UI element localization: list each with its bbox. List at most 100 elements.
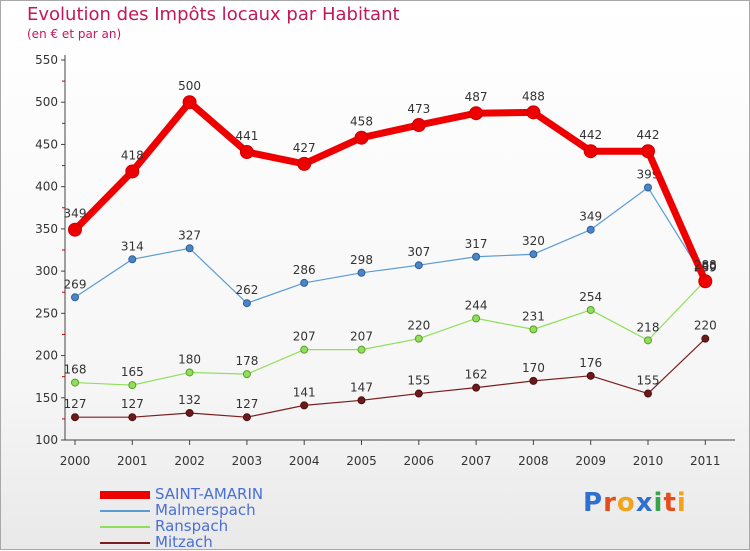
x-tick-label: 2009 — [575, 454, 606, 468]
data-label: 314 — [121, 239, 144, 253]
data-point — [411, 118, 426, 133]
data-point — [357, 396, 366, 405]
x-tick-label: 2006 — [404, 454, 435, 468]
data-label: 320 — [522, 234, 545, 248]
data-point — [185, 244, 194, 253]
legend-swatch — [100, 542, 150, 544]
legend-swatch — [100, 510, 150, 512]
data-label: 349 — [579, 210, 602, 224]
data-label: 127 — [64, 397, 87, 411]
data-point — [529, 325, 538, 334]
data-point — [641, 144, 655, 159]
data-label: 442 — [637, 128, 660, 142]
y-tick-label: 550 — [35, 53, 58, 67]
data-point — [185, 408, 194, 417]
data-label: 298 — [350, 253, 373, 267]
data-label: 155 — [407, 374, 430, 388]
data-label: 442 — [579, 128, 602, 142]
data-label: 147 — [350, 380, 373, 394]
legend-label: Ranspach — [155, 517, 229, 535]
data-point — [300, 345, 309, 354]
data-point — [128, 381, 137, 390]
legend-label: Malmerspach — [155, 501, 256, 519]
data-label: 207 — [350, 330, 373, 344]
data-label: 176 — [579, 356, 602, 370]
y-tick-label: 400 — [35, 180, 58, 194]
x-tick-label: 2000 — [60, 454, 91, 468]
data-point — [354, 130, 369, 145]
x-tick-label: 2008 — [518, 454, 549, 468]
legend-swatch — [100, 491, 150, 499]
data-label: 218 — [637, 320, 660, 334]
x-tick-label: 2004 — [289, 454, 320, 468]
data-point — [586, 225, 595, 234]
data-point — [701, 334, 710, 343]
x-tick-label: 2003 — [232, 454, 263, 468]
data-point — [71, 378, 79, 387]
data-label: 165 — [121, 365, 144, 379]
data-point — [583, 144, 598, 159]
data-label: 127 — [235, 397, 258, 411]
data-label: 231 — [522, 309, 545, 323]
data-label: 127 — [121, 397, 144, 411]
data-point — [414, 261, 423, 270]
legend-label: Mitzach — [155, 533, 213, 551]
data-point — [586, 305, 595, 314]
x-tick-label: 2010 — [633, 454, 664, 468]
data-point — [300, 401, 309, 410]
series-line — [74, 186, 706, 304]
logo-letter: r — [603, 488, 617, 518]
legend-label: SAINT-AMARIN — [155, 485, 264, 503]
data-label: 132 — [178, 393, 201, 407]
data-label: 427 — [293, 141, 316, 155]
data-point — [185, 368, 194, 377]
x-tick-label: 2001 — [117, 454, 148, 468]
logo-letter: i — [676, 488, 687, 518]
y-tick-label: 450 — [35, 137, 58, 151]
y-tick-label: 100 — [35, 433, 58, 447]
data-point — [529, 250, 538, 259]
logo-letter: i — [653, 488, 664, 518]
proxiti-logo: Proxiti — [583, 488, 687, 518]
data-label: 487 — [465, 90, 488, 104]
legend-swatch — [100, 526, 150, 528]
data-point — [357, 268, 366, 277]
data-label: 317 — [465, 237, 488, 251]
x-tick-label: 2007 — [461, 454, 492, 468]
data-label: 244 — [465, 298, 488, 312]
series-line — [74, 279, 706, 386]
y-tick-label: 350 — [35, 222, 58, 236]
logo-letter: t — [663, 488, 677, 518]
data-point — [297, 156, 312, 171]
data-point — [529, 376, 538, 385]
data-point — [357, 345, 366, 354]
data-point — [414, 389, 423, 398]
series-line — [72, 98, 709, 283]
data-label: 155 — [637, 374, 660, 388]
y-tick-label: 200 — [35, 349, 58, 363]
data-point — [239, 145, 254, 160]
data-point — [242, 413, 251, 422]
data-point — [71, 293, 79, 302]
data-label: 349 — [64, 207, 87, 221]
logo-letter: o — [616, 488, 636, 518]
data-point — [644, 389, 652, 398]
data-label: 141 — [293, 385, 316, 399]
y-tick-label: 150 — [35, 391, 58, 405]
x-tick-label: 2002 — [174, 454, 205, 468]
y-tick-label: 500 — [35, 95, 58, 109]
data-label: 269 — [64, 277, 87, 291]
data-point — [182, 95, 197, 110]
data-label: 473 — [407, 102, 430, 116]
data-point — [300, 278, 309, 287]
chart-subtitle: (en € et par an) — [27, 27, 122, 41]
data-point — [472, 383, 481, 392]
data-point — [644, 336, 652, 345]
data-label: 178 — [235, 354, 258, 368]
data-label: 307 — [407, 245, 430, 259]
data-point — [526, 105, 541, 120]
data-label: 286 — [293, 263, 316, 277]
data-label: 168 — [64, 363, 87, 377]
